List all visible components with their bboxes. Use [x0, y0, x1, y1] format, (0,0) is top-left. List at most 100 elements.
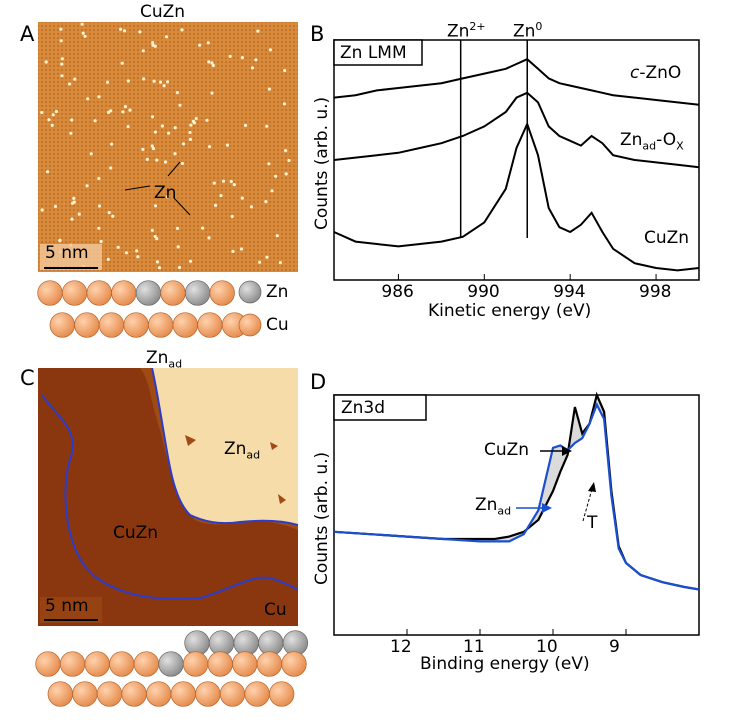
zn-adatom	[154, 204, 158, 208]
zn-adatom	[240, 196, 244, 200]
zn-adatom	[176, 245, 180, 249]
zn-adatom	[160, 124, 164, 128]
panel-b-box	[333, 39, 423, 66]
region-cuzn-label: CuZn	[113, 523, 159, 543]
zn-adatom	[99, 239, 103, 244]
series-label-cuzn-b: CuZn	[644, 228, 690, 248]
zn-adatom	[97, 226, 101, 230]
zn-adatom	[109, 166, 113, 170]
label-znad-d: Znad	[475, 495, 511, 517]
zn-adatom	[141, 147, 145, 151]
zn-adatom	[116, 245, 120, 249]
zn-adatom	[180, 161, 184, 166]
zn-adatom	[214, 203, 218, 207]
panel-c-letter: C	[20, 366, 35, 390]
zn-adatom	[188, 130, 192, 135]
marker-zn0-base: Zn	[513, 21, 536, 42]
panel-b-xlabel: Kinetic energy (eV)	[428, 301, 592, 321]
panel-c-title-base: Zn	[146, 348, 169, 368]
zn-adatom	[60, 62, 64, 66]
zn-adatom	[178, 103, 182, 107]
zn-adatom	[89, 152, 93, 156]
panel-b-xtick-label: 990	[467, 282, 500, 302]
arrow-t	[582, 488, 593, 522]
zn-adatom	[275, 234, 279, 238]
boundary-cu-cuzn	[41, 394, 298, 600]
zn-adatom	[97, 176, 101, 181]
panel-d-transition-fill	[334, 395, 699, 590]
panel-d-xtick-label: 12	[390, 637, 412, 657]
zn-adatom	[225, 143, 230, 147]
zn-adatom	[126, 125, 130, 129]
zn-adatom	[142, 77, 146, 81]
panel-c-title-sub: ad	[168, 357, 183, 371]
zn-adatom	[240, 56, 244, 60]
cuzn-region	[38, 368, 298, 626]
zn-adatom	[51, 113, 55, 117]
panel-d-series-line-1	[333, 401, 700, 591]
panel-d-xtick-label: 10	[536, 637, 558, 657]
zn-adatom	[243, 123, 248, 127]
label-cuzn-d: CuZn	[484, 440, 530, 460]
zn-adatom	[258, 260, 262, 264]
arrow-znad-head	[542, 503, 552, 513]
zn-adatom	[180, 28, 184, 32]
label-znad-d-sub: ad	[497, 504, 512, 518]
series-label-2-sub1: ad	[642, 139, 657, 153]
series-label-2-sub2: X	[676, 139, 684, 153]
stm-image-a	[38, 22, 298, 272]
zn-adatom	[228, 54, 232, 59]
zn-adatom	[212, 181, 216, 185]
arrow-cuzn-head	[562, 446, 572, 456]
panel-d-ticks	[406, 629, 627, 635]
zn-adatom	[270, 189, 274, 193]
zn-adatom	[230, 214, 234, 219]
zn-adatom	[70, 217, 74, 221]
cu-ball	[209, 280, 235, 306]
panel-b-vlines	[459, 40, 528, 238]
panel-b-xtick-label: 998	[639, 282, 672, 302]
zn-adatom	[175, 226, 180, 230]
panel-d-transition-area	[334, 395, 699, 590]
series-label-2-b: -O	[656, 130, 677, 150]
cu-ball	[281, 651, 307, 677]
zn-adatom	[72, 200, 76, 204]
zn-adatom	[162, 84, 166, 88]
zn-arrow-3	[173, 197, 191, 216]
zn-adatom	[283, 68, 287, 73]
zn-adatom	[80, 22, 84, 26]
zn-adatom	[145, 157, 149, 161]
zn-arrow-2	[167, 161, 181, 177]
series-label-2-a: Zn	[620, 130, 643, 150]
zn-adatom	[128, 108, 132, 112]
zn-adatom	[126, 79, 130, 83]
zn-adatom	[189, 123, 193, 127]
zn-adatom	[163, 160, 168, 164]
series-label-zno: -ZnO	[639, 63, 682, 83]
scalebar-a-bg	[40, 244, 102, 270]
marker-zn0: Zn0	[513, 20, 542, 42]
zn-adatom	[83, 34, 87, 38]
zn-adatom	[54, 109, 59, 114]
label-znad-d-base: Zn	[475, 495, 498, 515]
panel-d-frame	[333, 394, 700, 636]
region-cu-label: Cu	[264, 600, 287, 620]
zn-adatom	[60, 57, 64, 61]
zn-adatom	[69, 131, 73, 135]
znad-pit-2	[270, 442, 278, 450]
zn-adatom	[47, 118, 51, 122]
zn-adatom	[201, 226, 205, 230]
zn-adatoms	[40, 22, 291, 270]
zn-adatom	[119, 27, 123, 31]
zn-adatom	[141, 49, 145, 53]
zn-adatom	[120, 61, 124, 65]
zn-adatom	[239, 247, 244, 251]
ball-model-c	[35, 630, 309, 707]
zn-adatom	[107, 211, 111, 215]
zn-adatom	[166, 80, 170, 84]
panel-b-ticks	[397, 274, 657, 280]
zn-adatom	[284, 172, 288, 176]
zn-adatom	[85, 184, 89, 188]
